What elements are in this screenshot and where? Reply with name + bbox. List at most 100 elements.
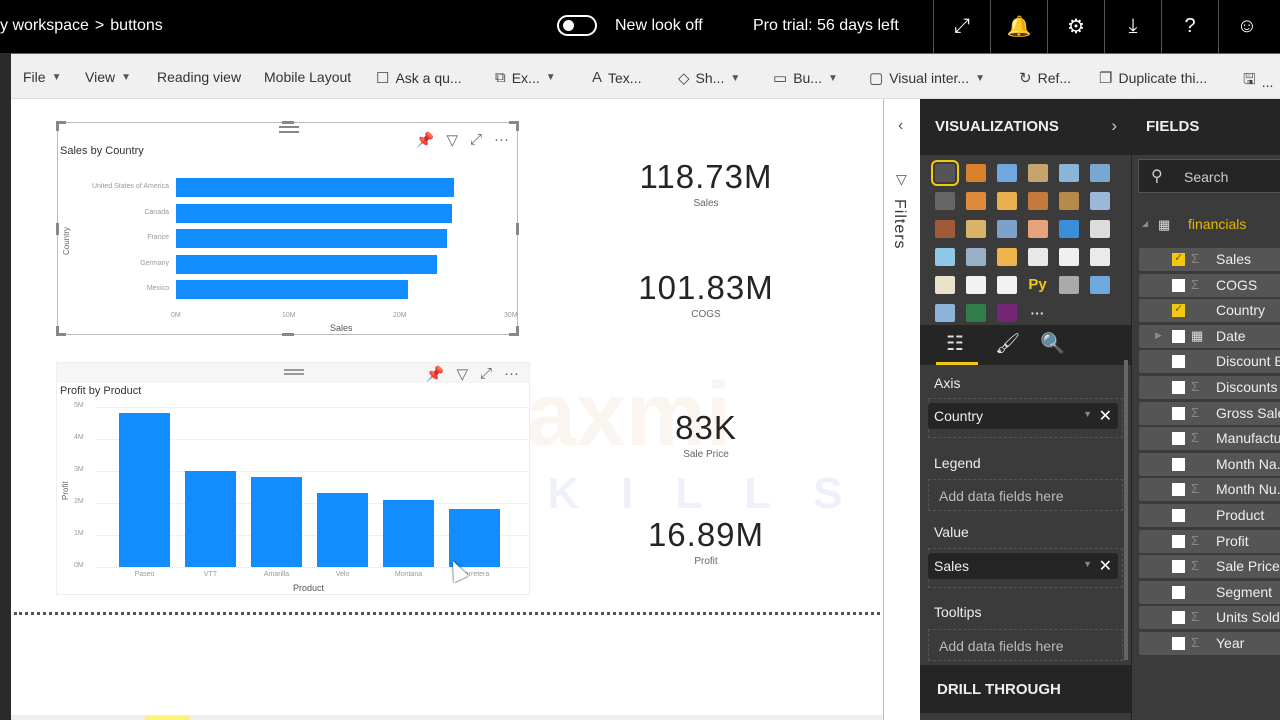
dropdown-caret-icon[interactable]: ▼ xyxy=(1083,409,1092,419)
line-column-visual-icon[interactable] xyxy=(1022,187,1053,215)
field-checkbox[interactable] xyxy=(1172,457,1185,471)
gear-icon[interactable]: ⚙ xyxy=(1047,0,1104,53)
resize-handle[interactable] xyxy=(509,121,519,124)
stacked-area-visual-icon[interactable] xyxy=(991,187,1022,215)
key-influencers-visual-icon[interactable] xyxy=(1053,271,1084,299)
field-profit[interactable]: Σ Profit xyxy=(1139,529,1280,553)
field-checkbox[interactable] xyxy=(1172,381,1185,394)
pie-visual-icon[interactable] xyxy=(1022,215,1053,243)
field-segment[interactable]: Segment xyxy=(1139,580,1280,604)
ribbon-visual-icon[interactable] xyxy=(1084,187,1115,215)
field-checkbox[interactable] xyxy=(1172,585,1185,599)
sales-by-country-visual[interactable]: 📌 ▽ ⤢ ··· Sales by Country Country Unite… xyxy=(56,121,519,336)
line-visual-icon[interactable] xyxy=(929,187,960,215)
field-checkbox[interactable] xyxy=(1172,406,1185,420)
ribbon-item-bu[interactable]: ▭ Bu... ▼ xyxy=(773,69,838,87)
drill-through-section[interactable]: DRILL THROUGH xyxy=(920,665,1131,713)
bar[interactable] xyxy=(317,493,368,567)
ribbon-item-ref[interactable]: ↻ Ref... xyxy=(1019,69,1071,87)
pin-icon[interactable]: 📌 xyxy=(425,366,445,383)
collapse-chevron-icon[interactable]: › xyxy=(1111,116,1117,135)
drag-grip-icon[interactable] xyxy=(284,369,304,375)
remove-field-icon[interactable]: ✕ xyxy=(1098,408,1112,425)
table-financials[interactable]: ◢ ▦ financials xyxy=(1132,214,1280,236)
multi-row-card-visual-icon[interactable] xyxy=(1053,243,1084,271)
field-discounts[interactable]: Σ Discounts xyxy=(1139,376,1280,399)
field-checkbox[interactable] xyxy=(1172,432,1185,446)
field-sale-price[interactable]: Σ Sale Price xyxy=(1139,555,1280,579)
field-manufactur[interactable]: Σ Manufactur... xyxy=(1139,427,1280,451)
arcgis-visual-icon[interactable] xyxy=(960,299,991,327)
ribbon-item-[interactable]: 🖫... xyxy=(1243,69,1273,94)
more-options-icon[interactable]: ··· xyxy=(504,365,519,382)
map-visual-icon[interactable] xyxy=(929,243,960,271)
field-checkbox[interactable] xyxy=(1172,278,1185,292)
filter-icon[interactable]: ▽ xyxy=(456,366,468,383)
tooltips-drop-zone[interactable]: Add data fields here xyxy=(928,629,1123,661)
filters-label[interactable]: Filters xyxy=(891,199,908,250)
field-checkbox[interactable] xyxy=(1172,509,1185,522)
ribbon-item-view[interactable]: View ▼ xyxy=(85,69,131,85)
bar[interactable] xyxy=(176,203,453,223)
resize-handle[interactable] xyxy=(56,121,59,131)
clustered-bar-visual-icon[interactable] xyxy=(991,159,1022,187)
field-checkbox[interactable] xyxy=(1172,534,1185,548)
clustered-column-visual-icon[interactable] xyxy=(1022,159,1053,187)
100-bar-visual-icon[interactable] xyxy=(1053,159,1084,187)
ribbon-item-reading-view[interactable]: Reading view xyxy=(157,69,241,85)
area-visual-icon[interactable] xyxy=(960,187,991,215)
resize-handle[interactable] xyxy=(516,121,519,131)
field-month-na[interactable]: Month Na... xyxy=(1139,452,1280,476)
matrix-visual-icon[interactable] xyxy=(991,271,1022,299)
more-visual-icon[interactable]: ··· xyxy=(1022,299,1053,327)
resize-handle[interactable] xyxy=(56,326,59,336)
expand-filters-chevron-icon[interactable]: ‹ xyxy=(898,117,904,134)
pin-icon[interactable]: 📌 xyxy=(415,132,435,149)
trial-status[interactable]: Pro trial: 56 days left xyxy=(753,17,899,34)
ribbon-item-ask-a-qu[interactable]: ☐ Ask a qu... xyxy=(376,69,462,87)
resize-handle[interactable] xyxy=(509,333,519,336)
donut-visual-icon[interactable] xyxy=(1053,215,1084,243)
bar[interactable] xyxy=(119,413,170,567)
page-tab-active[interactable] xyxy=(145,716,190,720)
focus-mode-icon[interactable]: ⤢ xyxy=(479,365,492,382)
field-checkbox[interactable] xyxy=(1172,637,1185,650)
new-look-toggle[interactable] xyxy=(557,15,597,36)
field-checkbox[interactable] xyxy=(1172,302,1185,318)
resize-handle[interactable] xyxy=(516,326,519,336)
resize-handle[interactable] xyxy=(282,121,294,124)
treemap-visual-icon[interactable] xyxy=(1084,215,1115,243)
field-checkbox[interactable] xyxy=(1172,251,1185,266)
ribbon-item-ex[interactable]: ⧉ Ex... ▼ xyxy=(495,69,556,86)
python-visual-icon[interactable]: Py xyxy=(1022,271,1053,299)
profit-by-product-visual[interactable]: 📌 ▽ ⤢ ··· Profit by Product Profit 0M 1M 2… xyxy=(56,362,530,595)
drag-grip-icon[interactable] xyxy=(279,126,299,133)
field-sales[interactable]: Σ Sales xyxy=(1139,248,1280,271)
filter-icon[interactable]: ▽ xyxy=(446,132,458,149)
download-icon[interactable]: ⤓ xyxy=(1104,0,1161,53)
funnel-visual-icon[interactable] xyxy=(960,215,991,243)
ribbon-item-mobile-layout[interactable]: Mobile Layout xyxy=(264,69,351,85)
help-icon[interactable]: ? xyxy=(1161,0,1218,53)
bar[interactable] xyxy=(449,509,500,567)
bar[interactable] xyxy=(185,471,236,567)
filters-pane-collapsed[interactable]: ‹ ▽ Filters xyxy=(884,99,920,720)
powerapps-visual-icon[interactable] xyxy=(991,299,1022,327)
field-discount-b[interactable]: Discount B... xyxy=(1139,350,1280,374)
breadcrumb-workspace[interactable]: y workspace xyxy=(0,17,89,34)
qa-visual-icon[interactable] xyxy=(929,299,960,327)
field-checkbox[interactable] xyxy=(1172,329,1185,343)
value-field-pill[interactable]: Sales ▼ ✕ xyxy=(928,553,1118,579)
resize-handle[interactable] xyxy=(56,121,66,124)
slicer-visual-icon[interactable] xyxy=(929,271,960,299)
table-visual-icon[interactable] xyxy=(960,271,991,299)
bar[interactable] xyxy=(383,499,434,567)
100-column-visual-icon[interactable] xyxy=(1084,159,1115,187)
line-clustered-visual-icon[interactable] xyxy=(1053,187,1084,215)
remove-field-icon[interactable]: ✕ xyxy=(1098,558,1112,575)
field-date[interactable]: ▶ ▦ Date xyxy=(1139,324,1280,348)
stacked-column-visual-icon[interactable] xyxy=(960,159,991,187)
field-month-nu[interactable]: Σ Month Nu... xyxy=(1139,478,1280,502)
axis-field-pill[interactable]: Country ▼ ✕ xyxy=(928,403,1118,429)
bar[interactable] xyxy=(176,254,437,274)
